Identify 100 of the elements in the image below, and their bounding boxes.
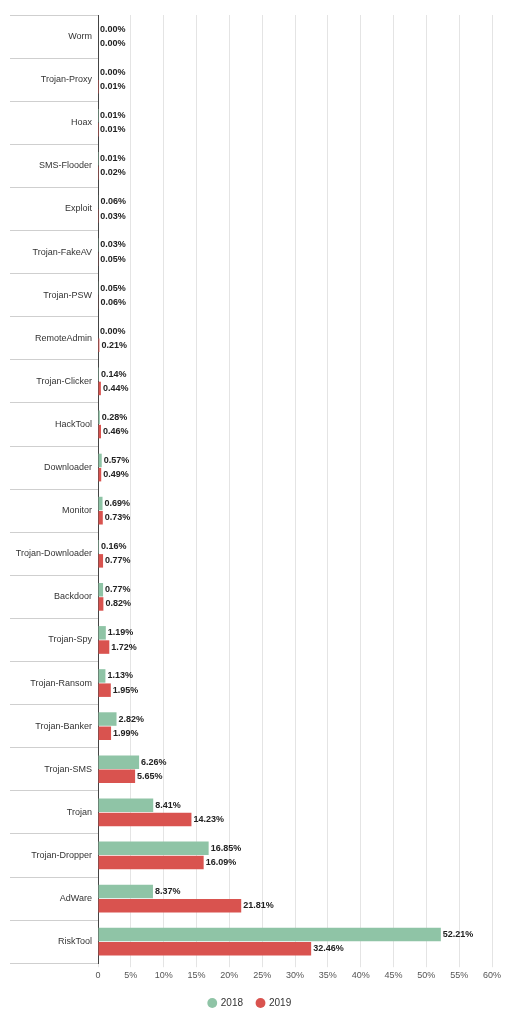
data-label: 0.00%: [100, 23, 126, 34]
data-label: 21.81%: [243, 900, 274, 911]
bar: [98, 798, 154, 812]
data-label: 0.28%: [101, 411, 128, 422]
data-label: 52.21%: [442, 929, 474, 940]
y-tick-label: Worm: [68, 31, 92, 42]
data-label: 1.72%: [111, 641, 137, 652]
bar: [98, 942, 312, 956]
x-tick-label: 35%: [318, 970, 337, 981]
data-label: 0.73%: [104, 512, 131, 523]
legend-label: 2018: [220, 996, 244, 1008]
bar: [98, 683, 111, 697]
bar: [98, 496, 103, 511]
bar: [98, 769, 136, 784]
data-label: 0.46%: [103, 426, 129, 437]
data-label: 0.03%: [100, 210, 126, 221]
data-label: 8.37%: [154, 885, 181, 896]
data-label: 0.44%: [102, 382, 129, 393]
data-label: 32.46%: [313, 943, 344, 954]
y-tick-label: Trojan-PSW: [43, 289, 93, 300]
y-tick-label: Hoax: [70, 117, 93, 128]
y-tick-label: Trojan: [66, 806, 92, 817]
bar: [98, 855, 204, 870]
legend-label: 2019: [269, 996, 292, 1008]
data-label: 0.14%: [100, 368, 127, 379]
data-label: 0.01%: [100, 124, 126, 135]
data-label: 0.05%: [100, 282, 126, 293]
x-tick-label: 40%: [351, 970, 370, 981]
data-label: 16.85%: [210, 842, 242, 853]
data-label: 1.95%: [112, 684, 139, 695]
data-label: 16.09%: [205, 857, 237, 868]
y-tick-label: Trojan-Downloader: [15, 548, 92, 559]
bar: [98, 841, 209, 856]
x-tick-label: 0: [95, 970, 101, 981]
y-tick-label: Trojan-Dropper: [31, 849, 92, 860]
y-tick-label: Exploit: [64, 203, 93, 214]
y-tick-label: HackTool: [54, 418, 92, 429]
y-tick-label: Trojan-Ransom: [30, 677, 92, 688]
data-label: 14.23%: [193, 813, 224, 824]
data-label: 2.82%: [118, 713, 145, 724]
y-tick-label: RiskTool: [57, 936, 92, 947]
data-label: 0.49%: [103, 469, 129, 480]
bar: [98, 511, 103, 525]
data-label: 0.01%: [100, 81, 126, 92]
data-label: 0.69%: [104, 498, 131, 509]
x-tick-label: 50%: [417, 970, 436, 981]
y-tick-label: Monitor: [61, 505, 92, 516]
x-tick-label: 30%: [285, 970, 305, 981]
data-label: 0.77%: [105, 555, 131, 566]
bar: [98, 927, 441, 942]
y-tick-label: Trojan-Spy: [48, 634, 93, 645]
x-tick-label: 10%: [154, 970, 173, 981]
y-tick-label: AdWare: [59, 893, 92, 904]
x-tick-label: 5%: [124, 970, 138, 981]
y-tick-label: SMS-Flooder: [38, 160, 92, 171]
bar: [98, 726, 112, 741]
y-tick-label: Trojan-Clicker: [36, 375, 92, 386]
data-label: 0.57%: [103, 454, 130, 465]
data-label: 0.21%: [101, 339, 127, 350]
data-label: 0.01%: [100, 110, 126, 121]
x-tick-label: 20%: [220, 970, 239, 981]
data-label: 8.41%: [155, 799, 181, 810]
data-label: 5.65%: [137, 770, 163, 781]
data-label: 0.00%: [100, 325, 126, 336]
y-tick-label: Trojan-Banker: [35, 720, 92, 731]
data-label: 0.00%: [100, 38, 126, 49]
y-tick-label: Trojan-Proxy: [40, 74, 93, 85]
y-tick-label: Downloader: [43, 462, 92, 473]
bar: [98, 712, 117, 726]
y-tick-label: Trojan-SMS: [44, 763, 92, 774]
data-label: 1.13%: [107, 670, 133, 681]
bar: [98, 640, 110, 654]
data-label: 0.01%: [100, 153, 126, 164]
x-tick-label: 60%: [482, 970, 502, 981]
x-tick-label: 15%: [187, 970, 206, 981]
bar: [98, 898, 242, 913]
bar: [98, 626, 106, 640]
data-label: 0.82%: [105, 598, 131, 609]
data-label: 0.06%: [100, 196, 126, 207]
data-label: 0.77%: [105, 584, 131, 595]
bar: [98, 554, 104, 568]
x-tick-label: 45%: [384, 970, 403, 981]
data-label: 0.03%: [100, 239, 126, 250]
data-label: 0.00%: [100, 67, 126, 78]
data-label: 1.19%: [107, 627, 134, 638]
bar: [98, 812, 192, 827]
data-label: 0.02%: [100, 167, 126, 178]
bar: [98, 884, 153, 899]
y-tick-label: Trojan-FakeAV: [32, 246, 92, 257]
bar: [98, 755, 140, 769]
data-label: 0.05%: [100, 253, 126, 264]
data-label: 0.16%: [101, 541, 127, 552]
x-tick-label: 25%: [253, 970, 272, 981]
y-tick-label: Backdoor: [53, 591, 92, 602]
bar: [98, 669, 106, 683]
y-tick-label: RemoteAdmin: [34, 332, 92, 343]
data-label: 0.06%: [100, 296, 126, 307]
data-label: 1.99%: [113, 727, 139, 738]
data-label: 6.26%: [141, 756, 167, 767]
x-tick-label: 55%: [450, 970, 469, 981]
